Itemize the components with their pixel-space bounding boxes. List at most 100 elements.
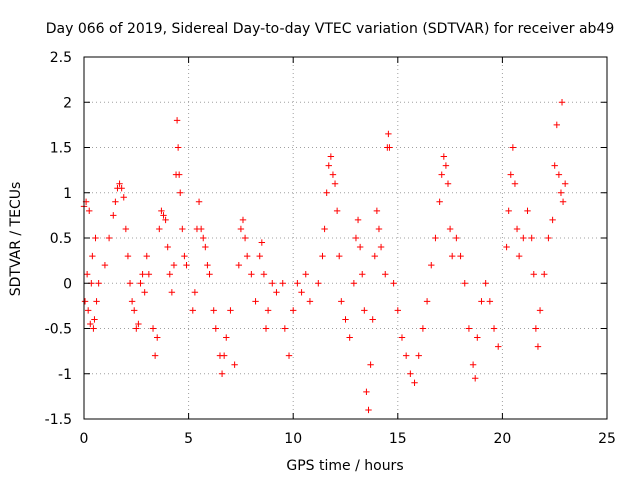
data-point xyxy=(331,180,339,187)
data-point xyxy=(101,261,109,269)
data-point xyxy=(448,252,456,260)
data-point xyxy=(137,280,144,287)
data-point xyxy=(394,307,401,314)
data-point xyxy=(490,325,498,332)
x-tick-label: 25 xyxy=(598,431,616,447)
data-point xyxy=(469,361,477,368)
data-point xyxy=(511,180,519,187)
data-point xyxy=(149,325,157,332)
data-point xyxy=(122,225,130,233)
data-point xyxy=(559,198,567,205)
data-point xyxy=(86,207,93,215)
data-point xyxy=(223,334,230,341)
x-axis-label: GPS time / hours xyxy=(286,458,403,474)
grid-lines xyxy=(84,57,607,419)
data-point xyxy=(174,144,182,151)
data-point xyxy=(191,289,199,296)
data-point xyxy=(179,225,186,233)
data-point xyxy=(273,289,280,296)
data-point xyxy=(241,234,249,242)
data-point xyxy=(505,207,512,215)
data-point xyxy=(503,243,510,251)
data-point xyxy=(154,334,161,341)
data-point xyxy=(398,334,406,341)
data-point xyxy=(141,289,148,296)
data-point xyxy=(411,379,418,386)
data-point xyxy=(438,171,445,178)
data-point xyxy=(346,334,353,341)
data-point xyxy=(461,280,468,287)
data-point xyxy=(536,307,544,314)
data-point xyxy=(206,271,213,278)
data-point xyxy=(442,162,450,169)
data-point xyxy=(432,234,439,242)
data-point xyxy=(210,307,217,314)
data-point xyxy=(329,171,337,178)
data-point xyxy=(478,298,485,305)
data-point xyxy=(118,185,125,192)
data-point xyxy=(371,252,378,260)
data-point xyxy=(294,280,301,287)
data-point xyxy=(365,406,372,414)
data-point xyxy=(110,212,117,219)
data-point xyxy=(558,99,566,106)
data-point xyxy=(553,121,560,129)
data-point xyxy=(356,243,364,251)
data-point xyxy=(164,243,171,251)
data-point xyxy=(189,307,196,314)
data-point xyxy=(231,361,238,368)
data-point xyxy=(534,343,542,350)
data-point xyxy=(151,352,159,359)
data-point xyxy=(363,388,370,396)
y-tick-label: 2.5 xyxy=(50,50,72,66)
data-point xyxy=(486,298,494,305)
data-point xyxy=(237,225,245,233)
data-point xyxy=(402,352,410,359)
data-point xyxy=(173,117,181,124)
data-point xyxy=(81,298,89,305)
y-tick-label: -0.5 xyxy=(45,322,72,338)
data-point xyxy=(415,352,422,359)
data-point xyxy=(239,216,247,224)
data-point xyxy=(160,212,167,219)
data-point xyxy=(361,307,368,314)
data-point xyxy=(446,225,454,233)
data-point xyxy=(166,271,173,278)
data-point xyxy=(183,261,190,269)
data-point xyxy=(200,234,207,242)
x-tick-label: 0 xyxy=(80,431,89,447)
data-point xyxy=(156,225,163,233)
data-point xyxy=(258,239,266,246)
data-point xyxy=(177,189,184,196)
data-point xyxy=(158,207,165,215)
data-point xyxy=(181,252,188,260)
data-point xyxy=(444,180,452,187)
y-tick-label: 1.5 xyxy=(50,141,72,157)
data-point xyxy=(474,334,481,341)
data-point xyxy=(120,194,127,201)
data-point xyxy=(359,271,366,278)
data-point xyxy=(315,280,322,287)
data-point xyxy=(555,171,563,178)
data-point xyxy=(369,316,376,323)
data-point xyxy=(162,216,169,224)
data-point xyxy=(281,325,289,332)
data-point xyxy=(168,289,176,296)
data-point xyxy=(528,234,535,242)
data-point xyxy=(84,307,92,314)
data-point xyxy=(338,298,345,305)
data-point xyxy=(212,325,219,332)
data-point xyxy=(373,207,381,215)
x-tick-label: 20 xyxy=(493,431,511,447)
data-point xyxy=(352,234,360,242)
data-point xyxy=(227,307,234,314)
data-point xyxy=(472,375,479,382)
data-point xyxy=(495,343,502,350)
axis-ticks: 0 5 10 15 20 25 -1.5 -1 -0.5 0 0.5 1 1.5 2 2.5 xyxy=(45,50,616,447)
data-point xyxy=(145,271,153,278)
data-point xyxy=(256,252,263,260)
data-point xyxy=(440,153,448,160)
data-point xyxy=(269,280,276,287)
data-point xyxy=(557,189,565,196)
data-point xyxy=(336,252,343,260)
